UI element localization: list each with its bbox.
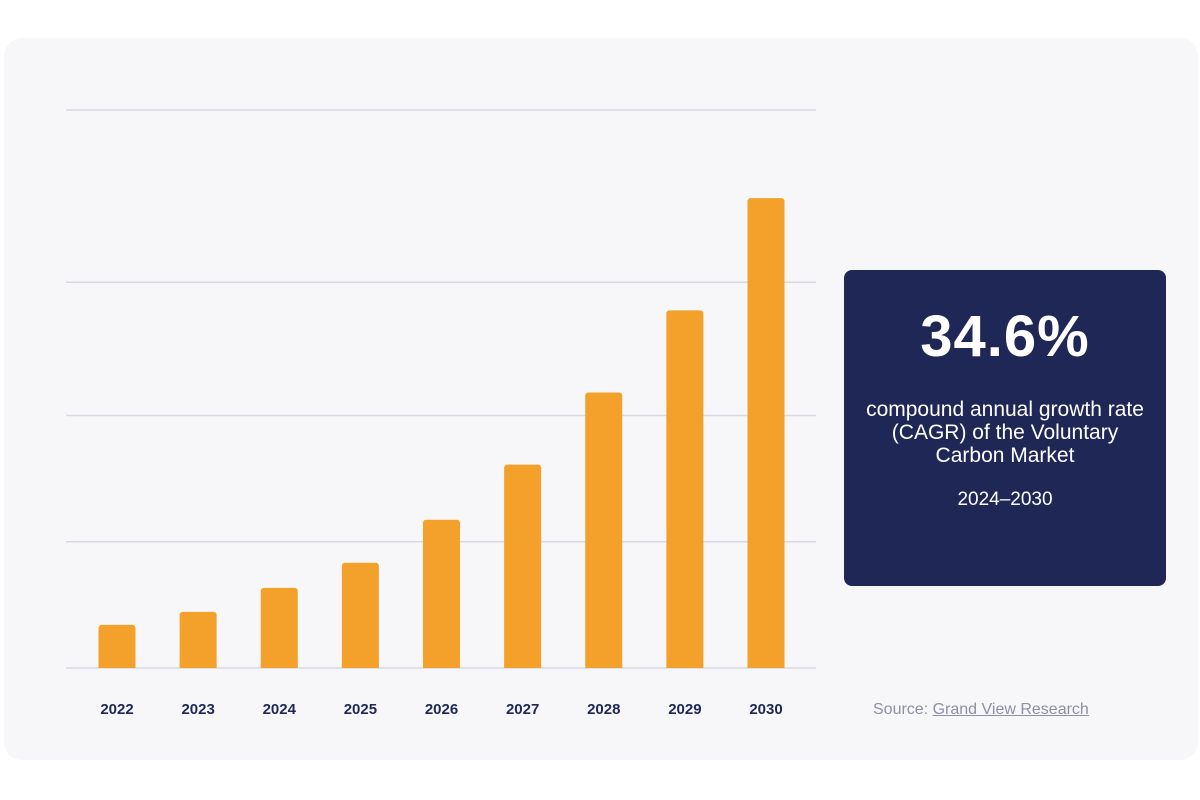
x-tick-label: 2022 [100, 701, 133, 718]
bar-2030 [747, 198, 785, 668]
bar-base-2024 [260, 664, 298, 668]
cagr-value: 34.6% [920, 304, 1090, 369]
x-tick-label: 2024 [263, 701, 297, 718]
x-tick-label: 2027 [506, 701, 539, 718]
bar-2028 [585, 392, 623, 668]
x-tick-label: 2023 [181, 701, 214, 718]
bar-2023 [179, 611, 217, 668]
bar-base-2027 [504, 664, 542, 668]
bar-base-2030 [747, 664, 785, 668]
x-tick-label: 2030 [749, 701, 782, 718]
x-tick-label: 2025 [344, 701, 377, 718]
bar-2025 [341, 562, 379, 668]
cagr-callout: 34.6% compound annual growth rate (CAGR)… [844, 270, 1166, 586]
bar-2024 [260, 587, 298, 668]
bar-base-2028 [585, 664, 623, 668]
bar-2029 [666, 310, 704, 668]
bar-2027 [504, 464, 542, 668]
bar-chart: 2022 2023 2024 2025 2026 2027 2028 2029 2030 [66, 109, 816, 718]
bar-2026 [423, 519, 460, 668]
bar-base-2029 [666, 664, 704, 668]
cagr-description: compound annual growth rate (CAGR) of th… [866, 398, 1144, 467]
x-tick-label: 2028 [587, 701, 620, 718]
source-link[interactable]: Grand View Research [932, 701, 1089, 718]
source-prefix: Source: [873, 701, 933, 718]
cagr-period: 2024–2030 [957, 489, 1053, 510]
bar-2022 [98, 624, 136, 668]
x-tick-label: 2029 [668, 701, 701, 718]
source-note: Source: Grand View Research [873, 701, 1089, 719]
x-tick-label: 2026 [425, 701, 458, 718]
bar-base-2026 [423, 664, 460, 668]
bar-base-2023 [179, 664, 217, 668]
bar-base-2025 [341, 664, 379, 668]
bar-base-2022 [98, 664, 136, 668]
